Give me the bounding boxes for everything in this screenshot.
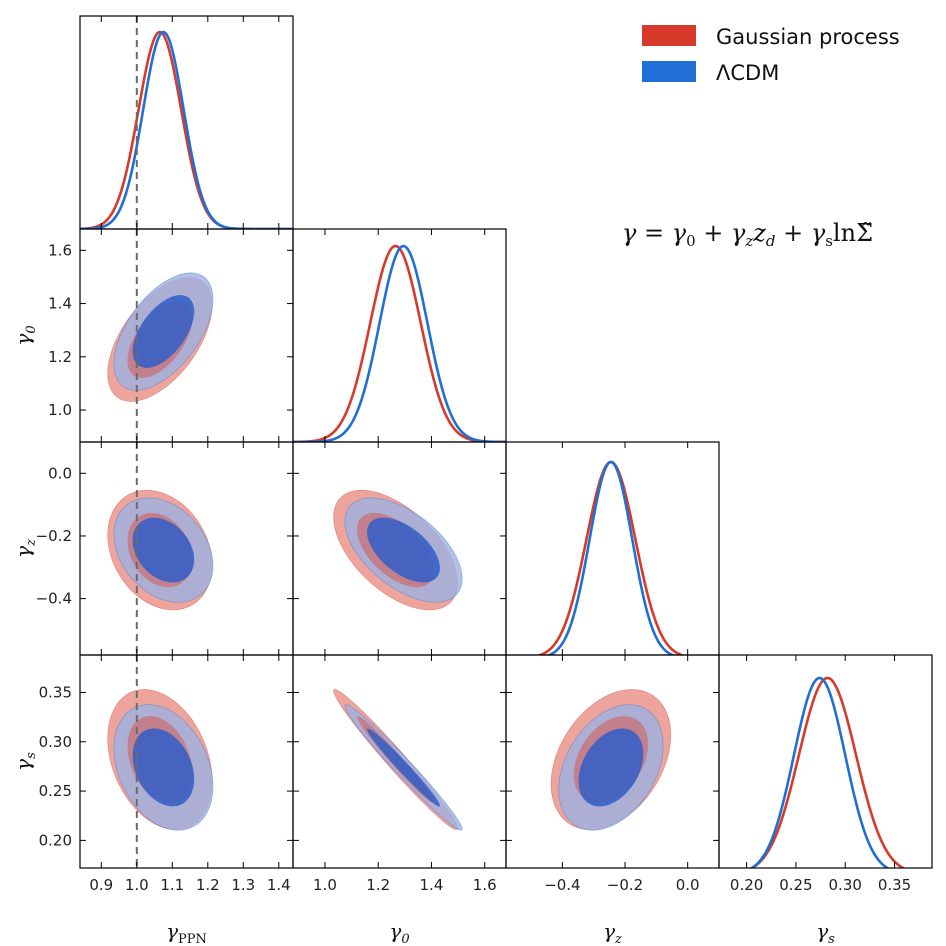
x-tick-label-gamma_0: 1.2 — [366, 876, 390, 894]
y-tick-label-gamma_s: 0.30 — [39, 733, 72, 751]
x-tick-label-gamma_s: 0.35 — [878, 876, 911, 894]
x-tick-label-gamma_s: 0.25 — [779, 876, 812, 894]
x-tick-label-gamma_s: 0.20 — [730, 876, 763, 894]
y-tick-label-gamma_z: −0.4 — [36, 590, 72, 608]
x-tick-label-gamma_0: 1.6 — [473, 876, 497, 894]
panel-frame — [505, 441, 720, 656]
x-tick-label-gamma_ppn: 1.1 — [160, 876, 184, 894]
y-tick-label-gamma_0: 1.2 — [48, 348, 72, 366]
panel-gamma_ppn-vs-gamma_ppn — [80, 16, 293, 229]
contour-68-lcdm — [132, 517, 195, 583]
panel-gamma_0-vs-gamma_0 — [293, 244, 506, 442]
x-axis-label-gamma_s: γs — [816, 919, 835, 946]
panels: 0.9 1.0 1.1 1.2 1.3 1.4 γPPN 1.0 1.2 1.4 1.6 γ0 −0.4… — [11, 15, 933, 946]
x-tick-label-gamma_0: 1.0 — [313, 876, 337, 894]
x-tick-label-gamma_ppn: 1.4 — [267, 876, 291, 894]
x-tick-label-gamma_z: −0.2 — [607, 876, 643, 894]
panel-gamma_s-vs-gamma_0 — [333, 689, 463, 831]
model-formula: γ = γ0 + γzzd + γslnΣ̃ — [622, 219, 873, 250]
legend-label-gaussian-process: Gaussian process — [716, 25, 900, 49]
contour-68-lcdm — [367, 728, 440, 807]
panel-gamma_s-vs-gamma_z — [550, 689, 672, 831]
x-tick-label-gamma_z: −0.4 — [544, 876, 580, 894]
panel-gamma_s-vs-gamma_s — [749, 676, 906, 868]
marginal-curve-gaussian-process-gamma_s — [749, 676, 906, 868]
contour-68-lcdm — [367, 517, 440, 583]
x-tick-label-gamma_ppn: 1.3 — [231, 876, 255, 894]
panel-gamma_z-vs-gamma_z — [535, 460, 687, 655]
y-axis-label-gamma_z: γz — [11, 539, 39, 558]
contour-68-lcdm — [578, 728, 644, 807]
marginal-curve-gaussian-process-gamma_0 — [293, 244, 506, 442]
legend-swatch-gaussian-process — [642, 25, 696, 46]
panel-gamma_0-vs-gamma_ppn — [107, 229, 214, 442]
x-tick-label-gamma_ppn: 1.0 — [125, 876, 149, 894]
x-axis-label-gamma_0: γ0 — [389, 919, 409, 946]
marginal-curve-lcdm-gamma_s — [749, 676, 890, 868]
y-axis-label-gamma_0: γ0 — [11, 325, 39, 345]
y-tick-label-gamma_s: 0.35 — [39, 683, 72, 701]
legend-swatch-lcdm — [642, 61, 696, 82]
legend: Gaussian process ΛCDM — [642, 25, 900, 85]
marginal-curve-lcdm-gamma_0 — [293, 244, 506, 442]
panel-gamma_z-vs-gamma_0 — [333, 489, 463, 611]
y-tick-label-gamma_z: 0.0 — [48, 464, 72, 482]
legend-label-lcdm: ΛCDM — [716, 61, 779, 85]
y-axis-label-gamma_s: γs — [11, 752, 39, 771]
panel-gamma_z-vs-gamma_ppn — [107, 442, 214, 655]
y-tick-label-gamma_0: 1.6 — [48, 241, 72, 259]
marginal-curve-lcdm-gamma_ppn — [80, 30, 293, 229]
panel-gamma_s-vs-gamma_ppn — [107, 655, 214, 868]
x-tick-label-gamma_s: 0.30 — [829, 876, 862, 894]
y-tick-label-gamma_z: −0.2 — [36, 527, 72, 545]
x-tick-label-gamma_0: 1.4 — [420, 876, 444, 894]
y-tick-label-gamma_s: 0.25 — [39, 782, 72, 800]
x-tick-label-gamma_ppn: 0.9 — [89, 876, 113, 894]
x-tick-label-gamma_ppn: 1.2 — [196, 876, 220, 894]
y-tick-label-gamma_s: 0.20 — [39, 831, 72, 849]
x-axis-label-gamma_z: γz — [603, 919, 622, 946]
y-tick-label-gamma_0: 1.0 — [48, 401, 72, 419]
contour-68-lcdm — [132, 295, 195, 368]
x-axis-label-gamma_ppn: γPPN — [166, 919, 207, 946]
x-tick-label-gamma_z: 0.0 — [676, 876, 700, 894]
panel-frame — [718, 654, 933, 869]
marginal-curve-gaussian-process-gamma_z — [535, 460, 687, 655]
marginal-curve-lcdm-gamma_z — [545, 460, 677, 655]
contour-68-lcdm — [132, 728, 195, 807]
y-tick-label-gamma_0: 1.4 — [48, 295, 72, 313]
panel-frame — [292, 228, 507, 443]
